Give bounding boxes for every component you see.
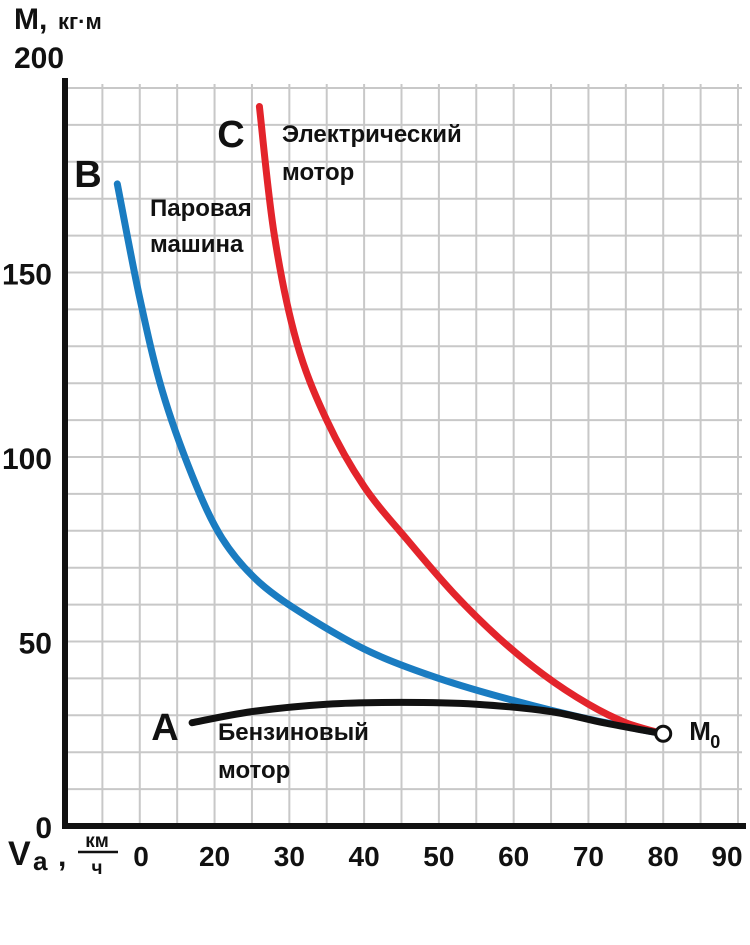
x-tick-label: 30 <box>274 841 305 872</box>
x-tick-label: 60 <box>498 841 529 872</box>
y-tick-labels: 0 50 100 150 200 <box>2 42 64 845</box>
m0-label: M <box>689 716 711 746</box>
series-labels: B Паровая машина C Электрический мотор A Бензин… <box>74 114 461 784</box>
steam-engine-curve <box>113 180 667 738</box>
electric-motor-label: Электрический <box>282 121 462 148</box>
x-tick-labels: 0 20 30 40 50 60 70 80 90 <box>133 841 742 872</box>
y-tick-label: 50 <box>19 628 52 661</box>
x-axis-unit-numerator: км <box>85 831 109 852</box>
electric-motor-letter: C <box>217 114 244 156</box>
x-tick-label: 40 <box>349 841 380 872</box>
x-axis-title: V a , км ч <box>8 831 118 879</box>
series-lines <box>113 103 667 738</box>
y-tick-label: 0 <box>35 812 52 845</box>
axes <box>62 78 746 829</box>
x-axis-subscript: a <box>33 846 48 876</box>
steam-engine-label: машина <box>150 231 244 258</box>
x-tick-label: 0 <box>133 841 149 872</box>
y-axis-unit: кг·м <box>58 9 102 34</box>
x-axis-symbol: V <box>8 835 31 873</box>
y-tick-label: 100 <box>2 443 52 476</box>
steam-engine-label: Паровая <box>150 195 252 222</box>
x-tick-label: 70 <box>573 841 604 872</box>
m0-point-marker <box>654 724 673 743</box>
m0-label-subscript: 0 <box>710 732 720 752</box>
y-tick-label: 200 <box>14 42 64 75</box>
y-tick-label: 150 <box>2 259 52 292</box>
x-tick-label: 80 <box>648 841 679 872</box>
gasoline-engine-label: Бензиновый <box>218 719 369 746</box>
x-tick-label: 50 <box>423 841 454 872</box>
gasoline-engine-curve <box>188 698 667 738</box>
electric-motor-label: мотор <box>282 159 354 186</box>
y-axis-symbol: M, <box>14 3 47 36</box>
x-tick-label: 90 <box>711 841 742 872</box>
electric-motor-curve <box>255 103 667 738</box>
x-axis-unit-denominator: ч <box>91 858 102 879</box>
gasoline-engine-letter: A <box>151 707 178 749</box>
steam-engine-letter: B <box>74 154 101 196</box>
x-tick-label: 20 <box>199 841 230 872</box>
x-axis-separator: , <box>58 840 66 873</box>
gasoline-engine-label: мотор <box>218 757 290 784</box>
